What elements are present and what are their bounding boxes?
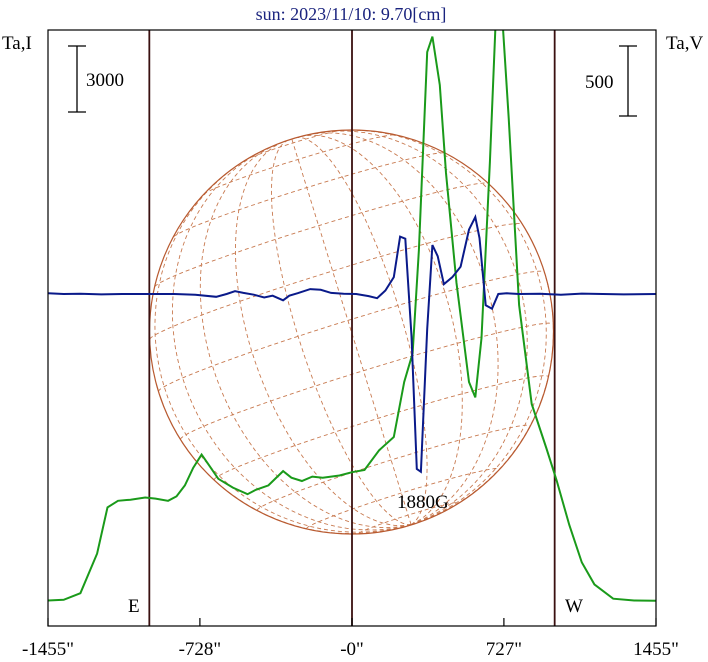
grid-parallel — [245, 130, 342, 161]
x-tick-label: 1455" — [633, 639, 679, 660]
scale-bar-left-label: 3000 — [86, 70, 124, 91]
grid-meridian — [341, 130, 547, 526]
grid-parallel — [173, 152, 445, 238]
east-label: E — [128, 596, 140, 617]
grid-parallel — [358, 501, 460, 534]
grid-parallel — [149, 222, 523, 340]
grid-meridian — [318, 130, 528, 526]
grid-parallel — [203, 134, 396, 195]
stokes-v-line — [48, 213, 656, 474]
grid-parallel — [306, 467, 500, 529]
grid-meridian — [154, 159, 412, 533]
grid-meridian — [171, 148, 412, 531]
grid-parallel — [154, 182, 489, 288]
field-annotation: 1880G — [397, 492, 449, 513]
grid-meridian — [271, 140, 412, 526]
scale-bar-right-label: 500 — [585, 72, 614, 93]
grid-meridian — [297, 137, 428, 525]
stokes-i-line — [48, 30, 656, 602]
x-tick-label: 727" — [486, 639, 522, 660]
limb-markers — [148, 30, 556, 626]
grid-meridian — [301, 134, 463, 526]
grid-meridian — [291, 139, 412, 525]
west-label: W — [565, 596, 583, 617]
right-axis-label: Ta,V — [666, 33, 703, 54]
x-tick-label: -728" — [179, 639, 222, 660]
x-tick-label: -0" — [340, 639, 364, 660]
grid-parallel — [213, 375, 549, 480]
heliographic-grid — [149, 130, 554, 534]
chart-title: sun: 2023/11/10: 9.70[cm] — [256, 4, 447, 24]
scale-bar-right: 500 — [585, 45, 637, 117]
x-axis-ticks: -1455" -728" -0" 727" 1455" — [22, 618, 679, 660]
x-tick-label: -1455" — [22, 639, 74, 660]
grid-parallel — [180, 322, 554, 440]
grid-parallel — [256, 424, 531, 511]
grid-meridian — [235, 142, 412, 527]
scale-bar-left: 3000 — [68, 45, 124, 113]
grid-meridian — [306, 132, 499, 526]
grid-meridian — [199, 143, 412, 529]
left-axis-label: Ta,I — [2, 33, 32, 54]
